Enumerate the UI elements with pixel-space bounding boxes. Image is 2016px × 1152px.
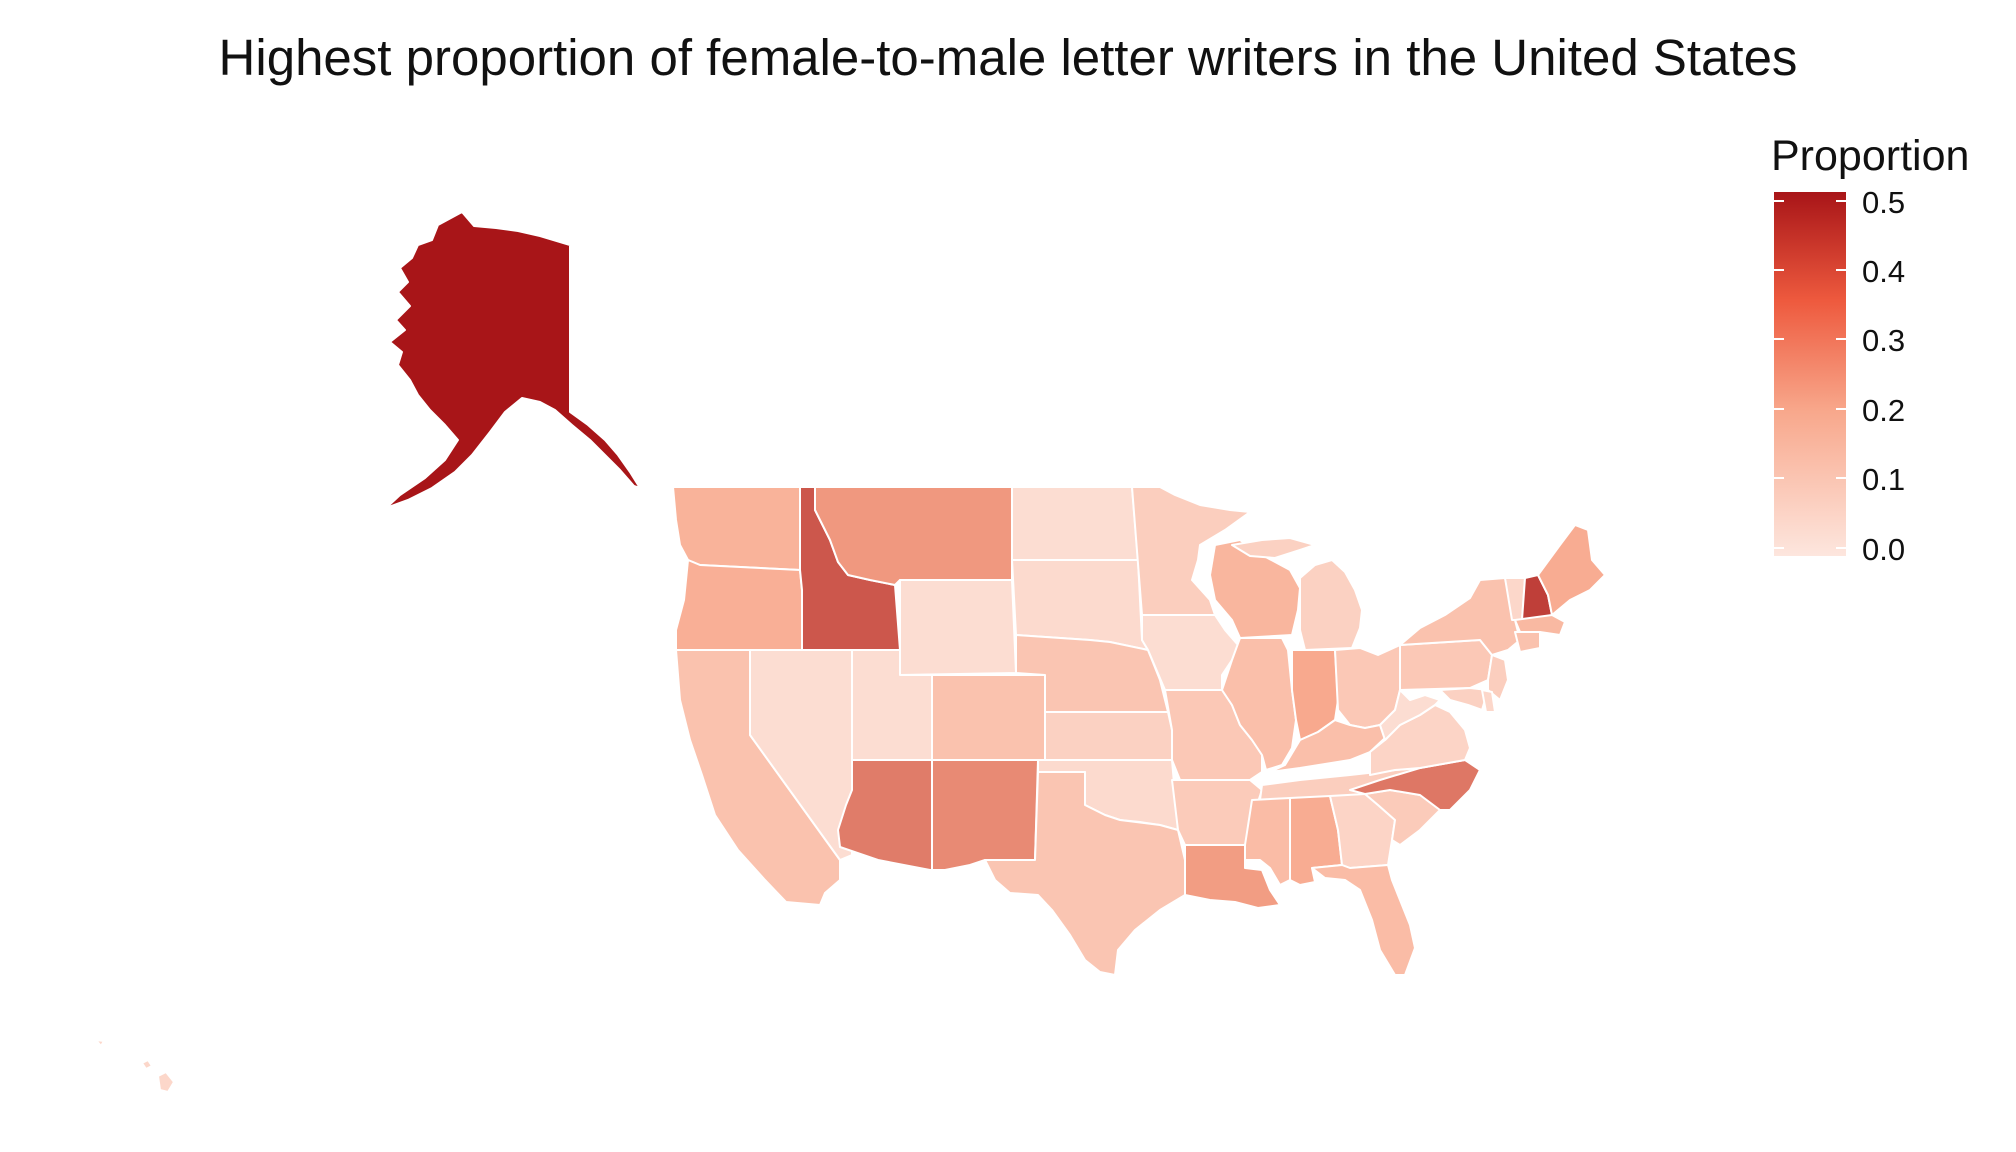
state-maryland	[1439, 687, 1489, 711]
legend-tick-label: 0.2	[1862, 393, 1906, 428]
state-texas	[984, 771, 1186, 976]
state-maine	[1537, 524, 1606, 616]
map-title: Highest proportion of female-to-male let…	[218, 29, 1798, 86]
legend-tick-label: 0.3	[1862, 323, 1906, 358]
legend-tick-label: 0.5	[1862, 185, 1906, 220]
state-connecticut	[1514, 631, 1541, 653]
state-north-carolina	[1349, 759, 1481, 811]
state-pennsylvania	[1399, 639, 1493, 691]
state-hawaii	[141, 1059, 153, 1070]
state-minnesota	[1131, 486, 1251, 616]
state-alaska	[385, 211, 641, 509]
state-hawaii	[95, 1039, 105, 1047]
state-new-mexico	[931, 759, 1039, 871]
state-washington	[672, 486, 801, 571]
state-kansas	[1044, 711, 1173, 761]
legend-title: Proportion	[1771, 132, 1970, 180]
state-michigan	[1299, 559, 1363, 651]
state-florida	[1311, 864, 1416, 976]
state-illinois	[1221, 637, 1297, 771]
state-delaware	[1481, 689, 1496, 713]
state-iowa	[1141, 614, 1239, 691]
state-kentucky	[1269, 719, 1386, 773]
state-oregon	[675, 559, 803, 651]
state-west-virginia	[1379, 689, 1441, 741]
state-wyoming	[899, 579, 1017, 676]
state-nebraska	[1015, 634, 1169, 713]
legend-tick-label: 0.1	[1862, 462, 1906, 497]
legend-color-bar	[1774, 192, 1846, 556]
legend-tick-label: 0.4	[1862, 254, 1906, 289]
state-michigan	[1231, 537, 1316, 559]
state-colorado	[931, 674, 1046, 761]
state-new-jersey	[1487, 654, 1509, 701]
legend-tick-marks	[1774, 200, 1846, 549]
state-north-dakota	[1011, 486, 1139, 561]
legend-tick-label: 0.0	[1862, 532, 1906, 567]
state-montana	[814, 486, 1013, 586]
state-hawaii	[157, 1071, 175, 1093]
